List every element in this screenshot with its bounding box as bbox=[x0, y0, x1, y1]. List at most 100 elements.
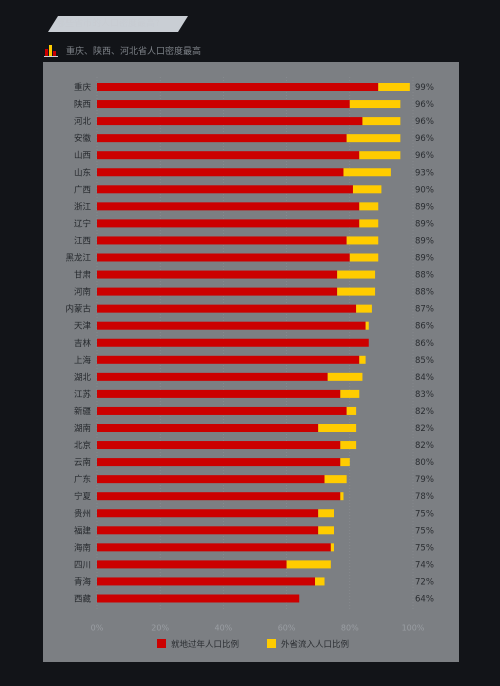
total-label: 64% bbox=[415, 595, 434, 605]
x-tick-label: 40% bbox=[215, 624, 233, 633]
category-label: 四川 bbox=[74, 560, 91, 570]
category-label: 陕西 bbox=[74, 99, 91, 110]
category-label: 吉林 bbox=[74, 338, 92, 349]
bar-chart-icon bbox=[44, 45, 58, 57]
total-label: 87% bbox=[415, 305, 434, 315]
category-label: 福建 bbox=[74, 525, 92, 536]
bar-local bbox=[97, 321, 366, 330]
subtitle: 重庆、陕西、河北省人口密度最高 bbox=[66, 47, 202, 57]
category-label: 广东 bbox=[74, 474, 91, 485]
category-label: 江苏 bbox=[74, 389, 92, 400]
bar-outside bbox=[330, 543, 334, 552]
population-density-chart: 0% 20% 40% 60% 80% 100% 重庆 99% 陕西 96% 河北 96% 安徽 96% 山西… bbox=[65, 77, 434, 650]
bar-local bbox=[97, 134, 347, 143]
category-label: 贵州 bbox=[74, 508, 91, 519]
bar-outside bbox=[337, 287, 376, 296]
category-label: 内蒙古 bbox=[65, 304, 91, 315]
total-label: 75% bbox=[415, 526, 434, 536]
bar-local bbox=[97, 577, 316, 586]
category-label: 山东 bbox=[74, 167, 91, 178]
total-label: 80% bbox=[415, 458, 434, 468]
total-label: 89% bbox=[415, 202, 434, 212]
category-label: 湖南 bbox=[74, 423, 91, 434]
legend-label: 外省流入人口比例 bbox=[281, 639, 349, 650]
category-label: 上海 bbox=[74, 355, 92, 366]
category-label: 广西 bbox=[74, 184, 91, 195]
total-label: 85% bbox=[415, 356, 434, 366]
total-label: 88% bbox=[415, 288, 434, 298]
category-label: 青海 bbox=[74, 576, 92, 587]
bar-outside bbox=[365, 321, 369, 330]
bar-outside bbox=[362, 117, 401, 126]
category-label: 甘肃 bbox=[74, 270, 92, 281]
category-label: 辽宁 bbox=[74, 218, 91, 229]
category-label: 黑龙江 bbox=[65, 253, 91, 264]
bar-local bbox=[97, 594, 300, 603]
bar-outside bbox=[359, 151, 401, 160]
bar-local bbox=[97, 117, 363, 126]
bar-local bbox=[97, 424, 319, 432]
bar-outside bbox=[318, 509, 334, 518]
bar-local bbox=[97, 202, 360, 211]
x-tick-label: 80% bbox=[341, 624, 359, 633]
bar-local bbox=[97, 270, 338, 279]
bar-local bbox=[97, 355, 360, 364]
bar-local bbox=[97, 372, 328, 381]
total-label: 82% bbox=[415, 407, 434, 417]
bar-outside bbox=[378, 83, 410, 91]
bar-outside bbox=[359, 202, 379, 211]
bar-local bbox=[97, 543, 331, 552]
bar-outside bbox=[346, 236, 379, 245]
page-title: 哪些省市的人口密度最高? bbox=[56, 19, 160, 29]
bar-outside bbox=[346, 406, 357, 415]
bar-outside bbox=[286, 560, 331, 569]
bar-local bbox=[97, 304, 357, 313]
total-label: 84% bbox=[415, 373, 434, 383]
category-label: 浙江 bbox=[74, 201, 92, 212]
total-label: 79% bbox=[415, 475, 434, 485]
title-band bbox=[48, 16, 188, 32]
bar-local bbox=[97, 253, 350, 262]
category-label: 河南 bbox=[74, 287, 91, 298]
total-label: 89% bbox=[415, 219, 434, 229]
bar-local bbox=[97, 100, 350, 109]
bar-outside bbox=[359, 355, 366, 364]
total-label: 86% bbox=[415, 322, 434, 332]
x-tick-label: 60% bbox=[278, 624, 296, 633]
category-label: 山西 bbox=[74, 150, 91, 161]
bar-local bbox=[97, 389, 341, 398]
bar-outside bbox=[337, 270, 376, 279]
total-label: 88% bbox=[415, 271, 434, 281]
bar-local bbox=[97, 236, 347, 245]
total-label: 78% bbox=[415, 492, 434, 502]
legend-swatch bbox=[157, 639, 166, 648]
bar-outside bbox=[324, 475, 347, 484]
bar-outside bbox=[340, 441, 357, 450]
total-label: 99% bbox=[415, 83, 434, 93]
bar-outside bbox=[352, 185, 382, 194]
bar-local bbox=[97, 83, 379, 91]
bar-outside bbox=[343, 168, 391, 177]
bar-local bbox=[97, 526, 319, 535]
total-label: 72% bbox=[415, 577, 434, 587]
bar-local bbox=[97, 509, 319, 518]
category-label: 新疆 bbox=[74, 406, 92, 417]
bar-outside bbox=[356, 304, 372, 313]
x-tick-label: 0% bbox=[91, 624, 104, 633]
bar-local bbox=[97, 406, 347, 415]
bar-outside bbox=[340, 458, 350, 467]
category-label: 安徽 bbox=[74, 133, 92, 144]
category-label: 北京 bbox=[74, 440, 91, 451]
bar-local bbox=[97, 475, 325, 484]
total-label: 74% bbox=[415, 560, 434, 570]
total-label: 96% bbox=[415, 151, 434, 161]
total-label: 75% bbox=[415, 543, 434, 553]
bar-local bbox=[97, 441, 341, 450]
total-label: 96% bbox=[415, 100, 434, 110]
bar-local bbox=[97, 560, 287, 569]
category-label: 云南 bbox=[74, 457, 91, 468]
legend-swatch bbox=[267, 639, 276, 648]
category-label: 天津 bbox=[74, 321, 92, 332]
category-label: 湖北 bbox=[74, 373, 92, 383]
category-label: 重庆 bbox=[74, 82, 92, 93]
